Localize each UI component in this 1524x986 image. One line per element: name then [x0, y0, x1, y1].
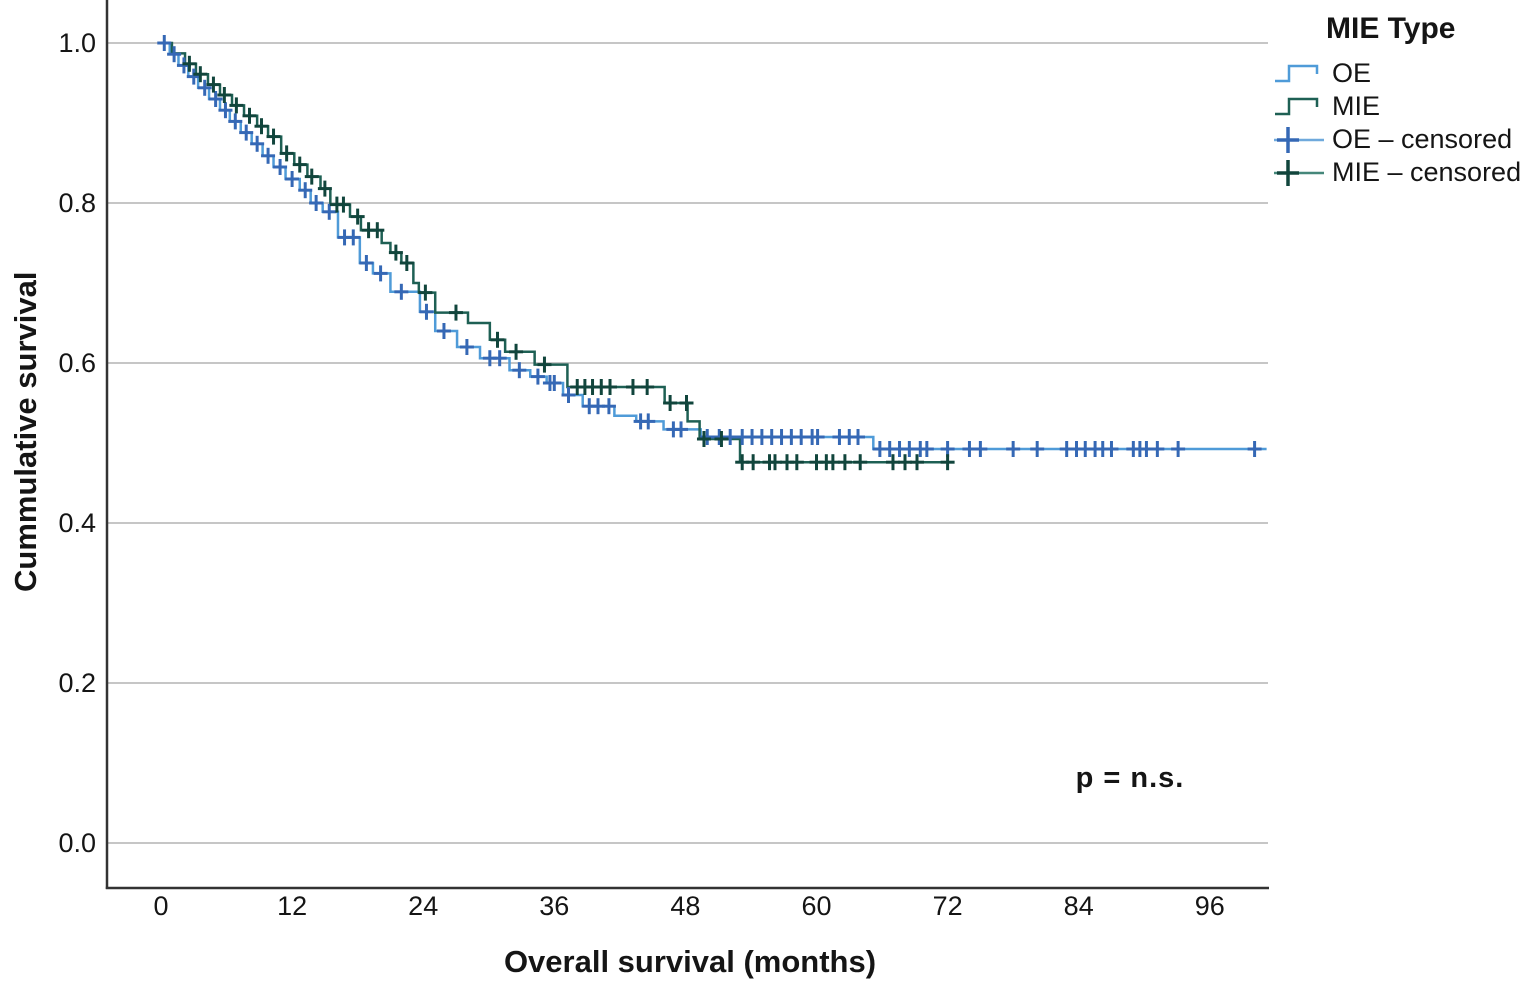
x-tick-label: 60	[801, 891, 831, 921]
legend-label-oe-censored: OE – censored	[1332, 124, 1513, 154]
mie-censored-mark-icon	[1274, 159, 1324, 186]
legend-item-mie-censored: MIE – censored	[1272, 156, 1521, 189]
legend-label-mie: MIE	[1332, 91, 1381, 121]
y-tick-label: 0.6	[58, 348, 96, 378]
legend-label-oe: OE	[1332, 58, 1372, 88]
legend-item-mie: MIE	[1272, 90, 1521, 123]
y-tick-label: 0.0	[58, 828, 96, 858]
y-tick-label: 0.2	[58, 668, 96, 698]
x-tick-label: 24	[408, 891, 438, 921]
x-tick-label: 72	[933, 891, 963, 921]
legend-label-mie-censored: MIE – censored	[1332, 157, 1522, 187]
x-axis-title: Overall survival (months)	[503, 944, 877, 979]
y-tick-label: 1.0	[58, 28, 96, 58]
series-oe-curve	[161, 41, 1267, 451]
legend-item-oe: OE	[1272, 57, 1521, 90]
oe-step-line-icon	[1275, 64, 1319, 82]
x-tick-label: 48	[670, 891, 700, 921]
x-tick-label: 84	[1064, 891, 1094, 921]
mie-step-line-icon	[1275, 97, 1319, 115]
x-tick-label: 12	[277, 891, 307, 921]
x-tick-label: 0	[153, 891, 168, 921]
series-mie-curve	[161, 41, 954, 464]
legend-title: MIE Type	[1326, 12, 1456, 45]
p-value-annotation: p = n.s.	[1075, 762, 1185, 794]
y-tick-label: 0.8	[58, 188, 96, 218]
legend: MIE Type OE MIE OE – censored	[1272, 12, 1521, 189]
x-tick-label: 36	[539, 891, 569, 921]
x-tick-label: 96	[1195, 891, 1225, 921]
oe-censored-mark-icon	[1274, 126, 1324, 153]
y-tick-label: 0.4	[58, 508, 96, 538]
legend-item-oe-censored: OE – censored	[1272, 123, 1521, 156]
y-axis-title: Cummulative survival	[8, 271, 43, 592]
